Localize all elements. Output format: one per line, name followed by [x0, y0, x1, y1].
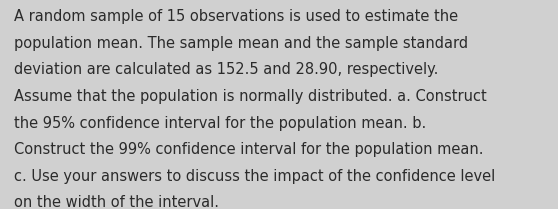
- Text: c. Use your answers to discuss the impact of the confidence level: c. Use your answers to discuss the impac…: [14, 169, 495, 184]
- Text: A random sample of 15 observations is used to estimate the: A random sample of 15 observations is us…: [14, 9, 458, 24]
- Text: population mean. The sample mean and the sample standard: population mean. The sample mean and the…: [14, 36, 468, 51]
- Text: Assume that the population is normally distributed. a. Construct: Assume that the population is normally d…: [14, 89, 487, 104]
- Text: the 95% confidence interval for the population mean. b.: the 95% confidence interval for the popu…: [14, 116, 426, 131]
- Text: deviation are calculated as 152.5 and 28.90, respectively.: deviation are calculated as 152.5 and 28…: [14, 62, 439, 78]
- Text: on the width of the interval.: on the width of the interval.: [14, 195, 219, 209]
- Text: Construct the 99% confidence interval for the population mean.: Construct the 99% confidence interval fo…: [14, 142, 483, 157]
